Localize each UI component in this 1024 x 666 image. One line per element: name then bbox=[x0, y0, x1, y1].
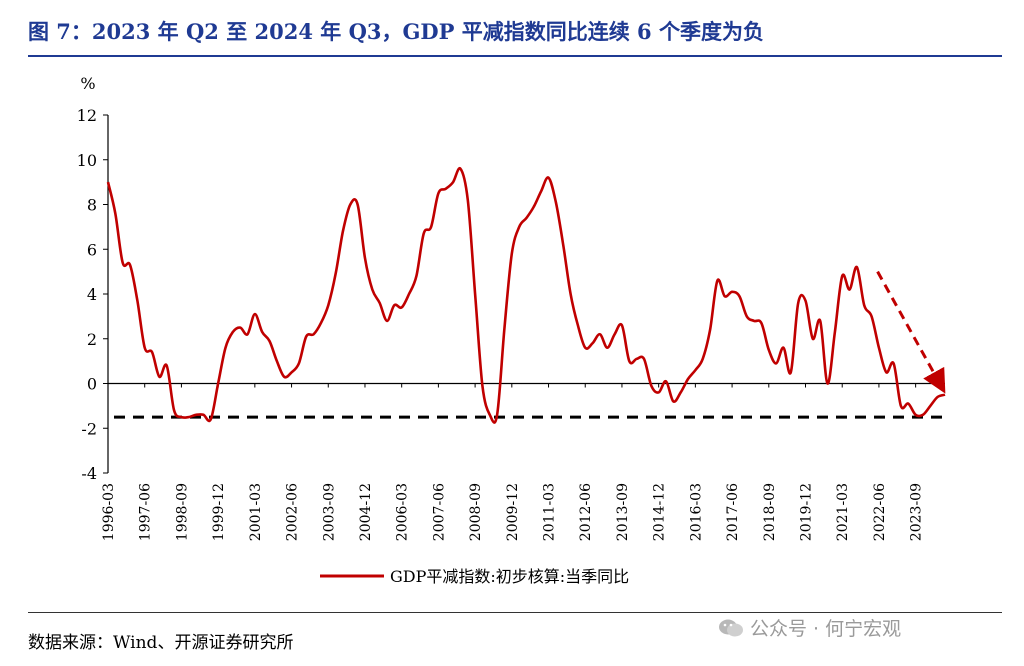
y-tick-label: 6 bbox=[87, 240, 97, 259]
trend-arrow bbox=[876, 270, 946, 394]
legend-label: GDP平减指数:初步核算:当季同比 bbox=[390, 567, 629, 586]
x-tick-label: 1999-12 bbox=[211, 483, 227, 541]
source-note: 数据来源：Wind、开源证券研究所 bbox=[28, 633, 294, 653]
series-layer bbox=[106, 166, 946, 424]
x-tick-label: 2009-12 bbox=[505, 483, 521, 541]
x-tick-label: 2016-03 bbox=[688, 483, 704, 541]
x-tick-label: 2007-06 bbox=[431, 483, 447, 541]
x-tick-label: 2001-03 bbox=[248, 483, 264, 541]
x-tick-label: 2022-06 bbox=[872, 483, 888, 541]
chart-title: 图 7：2023 年 Q2 至 2024 年 Q3，GDP 平减指数同比连续 6… bbox=[28, 19, 764, 44]
x-tick-label: 2003-09 bbox=[321, 483, 337, 541]
legend: GDP平减指数:初步核算:当季同比 bbox=[320, 567, 629, 586]
x-tick-label: 2014-12 bbox=[652, 483, 668, 541]
axes: -4 -2 0 2 4 6 8 10 12% 1996-03 1997-06 1998-09 1999-… bbox=[77, 74, 945, 541]
watermark-text: 公众号 · 何宁宏观 bbox=[750, 618, 902, 640]
x-tick-label: 1998-09 bbox=[174, 483, 190, 541]
x-tick-label: 2017-06 bbox=[725, 483, 741, 541]
x-tick-label: 2008-09 bbox=[468, 483, 484, 541]
watermark: 公众号 · 何宁宏观 bbox=[718, 614, 901, 641]
x-tick-label: 1996-03 bbox=[101, 483, 117, 541]
y-tick-label: 0 bbox=[87, 375, 97, 394]
x-tick-label: 2012-06 bbox=[578, 483, 594, 541]
x-tick-label: 2004-12 bbox=[358, 483, 374, 541]
x-tick-label: 1997-06 bbox=[138, 483, 154, 541]
footer-divider bbox=[28, 612, 1002, 613]
y-tick-label: 12 bbox=[77, 106, 97, 125]
x-tick-label: 2006-03 bbox=[395, 483, 411, 541]
y-tick-label: 10 bbox=[77, 151, 97, 170]
y-tick-label: -4 bbox=[81, 464, 97, 483]
y-axis-label: % bbox=[80, 74, 95, 93]
x-tick-label: 2019-12 bbox=[799, 483, 815, 541]
x-tick-label: 2013-09 bbox=[615, 483, 631, 541]
x-tick-label: 2023-09 bbox=[909, 483, 925, 541]
title-divider bbox=[28, 55, 1002, 57]
y-tick-label: 2 bbox=[87, 330, 97, 349]
y-tick-label: -2 bbox=[81, 419, 97, 438]
y-tick-label: 4 bbox=[87, 285, 97, 304]
x-tick-label: 2002-06 bbox=[285, 483, 301, 541]
x-tick-label: 2018-09 bbox=[762, 483, 778, 541]
x-tick-label: 2011-03 bbox=[542, 483, 558, 541]
x-tick-label: 2021-03 bbox=[835, 483, 851, 541]
series-line-0 bbox=[106, 166, 946, 424]
wechat-icon bbox=[719, 619, 743, 637]
y-tick-label: 8 bbox=[87, 196, 97, 215]
